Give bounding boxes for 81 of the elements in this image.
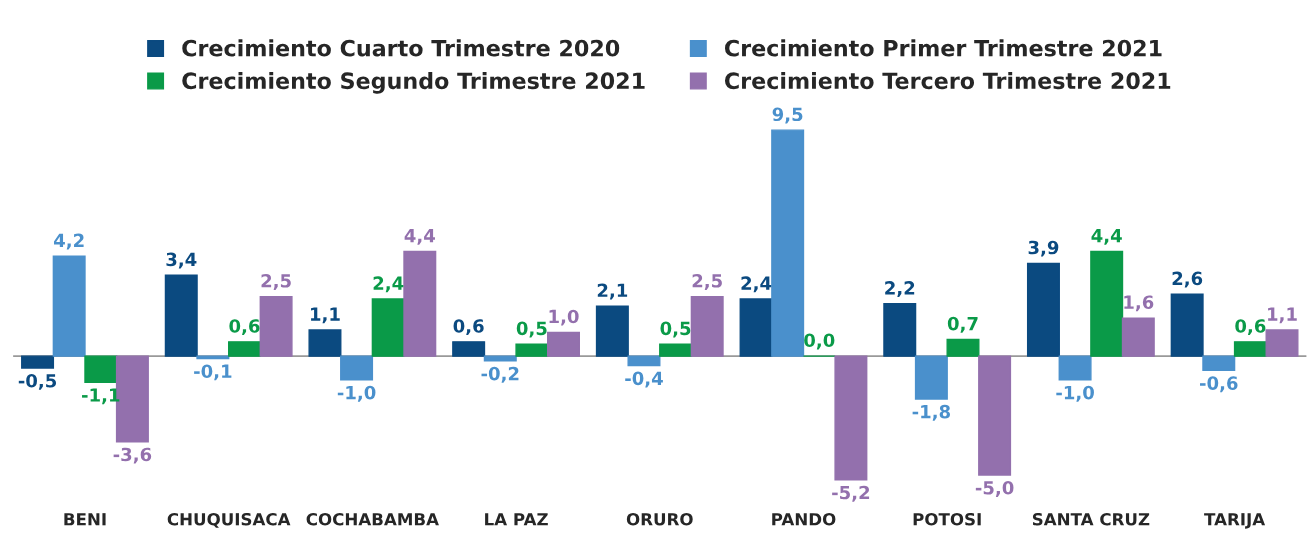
bar: [771, 129, 805, 357]
legend-label: Crecimiento Segundo Trimestre 2021: [182, 71, 645, 94]
data-label: 0,0: [804, 333, 835, 350]
bar: [164, 274, 198, 357]
bar: [196, 355, 230, 360]
data-label: 0,5: [660, 321, 691, 338]
bar: [227, 341, 261, 357]
bar: [308, 329, 342, 357]
data-label: 1,0: [549, 309, 579, 326]
bar: [978, 355, 1012, 476]
bar: [1202, 355, 1236, 372]
x-tick-label: PANDO: [772, 512, 836, 526]
x-tick-label: LA PAZ: [485, 513, 548, 526]
data-label: -5,0: [975, 480, 1014, 497]
bar: [84, 355, 118, 383]
data-label: -0,5: [18, 373, 57, 390]
bar: [1090, 250, 1124, 357]
data-label: 0,6: [229, 319, 260, 336]
bar: [946, 338, 980, 357]
bar: [452, 341, 486, 357]
bar: [883, 303, 917, 357]
bar: [1233, 341, 1267, 357]
data-label: 2,5: [692, 273, 722, 290]
bar: [371, 298, 405, 357]
bar: [627, 355, 661, 367]
x-tick-label: TARIJA: [1204, 513, 1266, 529]
data-label: -5,2: [832, 485, 870, 502]
x-tick-label: ORURO: [626, 512, 693, 526]
bar: [515, 343, 549, 357]
data-label: -1,0: [337, 385, 376, 402]
bar: [52, 255, 86, 357]
data-label: 4,4: [1091, 229, 1122, 245]
x-tick-label: POTOSI: [913, 512, 981, 526]
data-label: 1,6: [1124, 295, 1154, 312]
bar: [739, 298, 773, 357]
data-label: -1,8: [912, 404, 950, 421]
data-label: 2,2: [885, 281, 915, 298]
data-label: 2,5: [261, 273, 291, 290]
data-label: -0,2: [481, 366, 519, 383]
bar: [1170, 293, 1204, 357]
bar: [1026, 262, 1060, 357]
data-label: 0,6: [453, 319, 484, 336]
bar: [659, 343, 693, 357]
x-tick-label: CHUQUISACA: [167, 512, 291, 528]
data-label: 2,6: [1172, 271, 1203, 288]
bar: [834, 355, 868, 481]
bar: [259, 295, 293, 357]
data-label: -0,4: [625, 371, 663, 388]
bar: [547, 331, 581, 357]
data-label: 1,1: [311, 307, 340, 324]
legend-label: Crecimiento Tercero Trimestre 2021: [724, 71, 1171, 90]
data-label: -0,6: [1200, 376, 1238, 393]
bar: [1265, 329, 1299, 357]
bar: [690, 295, 724, 357]
x-tick-label: SANTA CRUZ: [1032, 512, 1150, 526]
data-label: 4,4: [404, 229, 435, 245]
data-label: 9,5: [772, 107, 803, 124]
bar: [595, 305, 629, 357]
x-tick-label: BENI: [64, 513, 106, 526]
data-label: 2,1: [597, 283, 628, 300]
bar: [1058, 355, 1092, 381]
data-label: 3,9: [1028, 240, 1059, 257]
data-label: 1,1: [1268, 307, 1297, 324]
data-label: -3,6: [113, 447, 152, 464]
x-tick-label: COCHABAMBA: [306, 512, 439, 526]
legend-label: Crecimiento Cuarto Trimestre 2020: [182, 39, 620, 57]
bar: [483, 355, 517, 362]
data-label: 0,5: [516, 321, 547, 338]
data-label: 3,4: [166, 252, 197, 269]
data-label: 4,2: [53, 233, 84, 250]
data-label: 0,7: [947, 316, 978, 333]
data-label: 0,6: [1235, 319, 1266, 336]
bar: [1121, 317, 1155, 357]
data-label: -1,0: [1056, 385, 1094, 402]
data-label: 2,4: [373, 276, 404, 293]
bar: [21, 355, 55, 369]
bar: [340, 355, 374, 381]
bar: [914, 355, 948, 400]
data-label: -0,1: [194, 364, 232, 381]
legend-label: Crecimiento Primer Trimestre 2021: [724, 39, 1162, 57]
bar: [403, 250, 437, 357]
